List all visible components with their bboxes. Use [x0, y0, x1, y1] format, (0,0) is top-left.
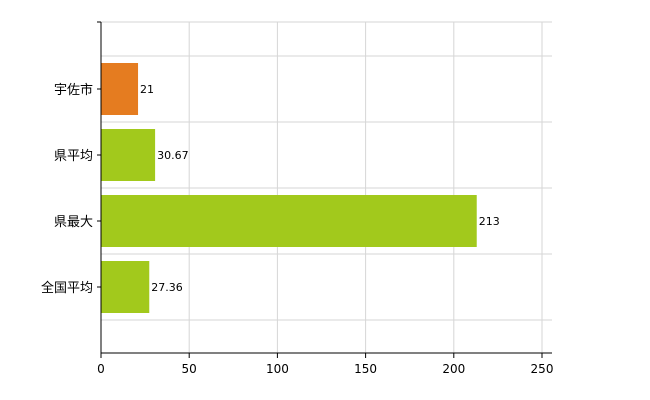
grid-layer [101, 21, 552, 353]
x-tick-label-4: 150 [354, 362, 377, 376]
bar-1 [101, 63, 139, 115]
x-tick-label-3: 100 [266, 362, 289, 376]
data-label-3: 213 [479, 215, 500, 228]
axis-layer [97, 21, 552, 358]
category-label-1: 宇佐市 [54, 82, 93, 98]
bar-layer [101, 63, 477, 313]
x-tick-label-1: 0 [97, 362, 105, 376]
x-tick-label-6: 250 [531, 362, 554, 376]
category-label-3: 県最大 [54, 215, 93, 230]
bar-3 [101, 195, 477, 247]
x-tick-label-5: 200 [442, 362, 465, 376]
bar-4 [101, 261, 150, 313]
bar-2 [101, 129, 156, 181]
data-label-2: 30.67 [157, 149, 189, 162]
category-label-4: 全国平均 [41, 280, 93, 296]
x-tick-label-2: 50 [182, 362, 197, 376]
data-label-1: 21 [140, 83, 154, 96]
category-label-2: 県平均 [54, 149, 93, 164]
data-label-4: 27.36 [151, 281, 183, 294]
label-layer: 21 宇佐市 30.67 県平均 213 県最大 27.36 全国平均 0 50 100 150 200… [41, 82, 553, 376]
